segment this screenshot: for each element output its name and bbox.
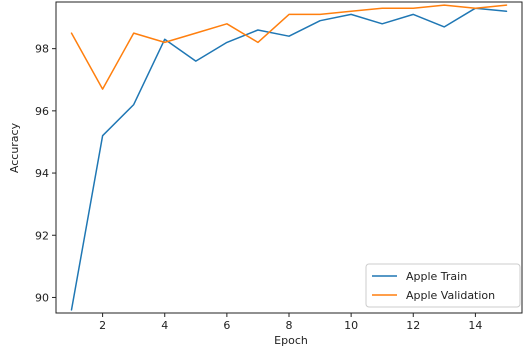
legend-label-apple-train: Apple Train [406, 270, 467, 283]
series-line-apple-train [70, 7, 508, 311]
series-line-apple-validation [70, 4, 508, 90]
x-tick-label: 12 [406, 319, 420, 332]
y-tick-label: 90 [35, 291, 49, 304]
y-tick-label: 98 [35, 43, 49, 56]
legend-label-apple-validation: Apple Validation [406, 289, 495, 302]
x-tick-label: 14 [468, 319, 482, 332]
legend-frame [365, 263, 521, 308]
chart-legend: Apple Train Apple Validation [365, 263, 521, 308]
x-tick-label: 4 [161, 319, 168, 332]
x-tick-label: 10 [344, 319, 358, 332]
plot-area [56, 2, 522, 313]
y-tick-label: 96 [35, 105, 49, 118]
series-layer [70, 4, 508, 311]
x-tick-label: 2 [99, 319, 106, 332]
x-axis-label: Epoch [274, 334, 308, 347]
y-tick-label: 92 [35, 229, 49, 242]
plot-background [56, 2, 522, 313]
axes-layer: 2 4 6 8 10 12 14 90 92 94 96 98 [35, 1, 523, 332]
x-tick-label: 8 [286, 319, 293, 332]
y-tick-label: 94 [35, 167, 49, 180]
y-axis-label: Accuracy [8, 122, 21, 173]
x-tick-label: 6 [223, 319, 230, 332]
